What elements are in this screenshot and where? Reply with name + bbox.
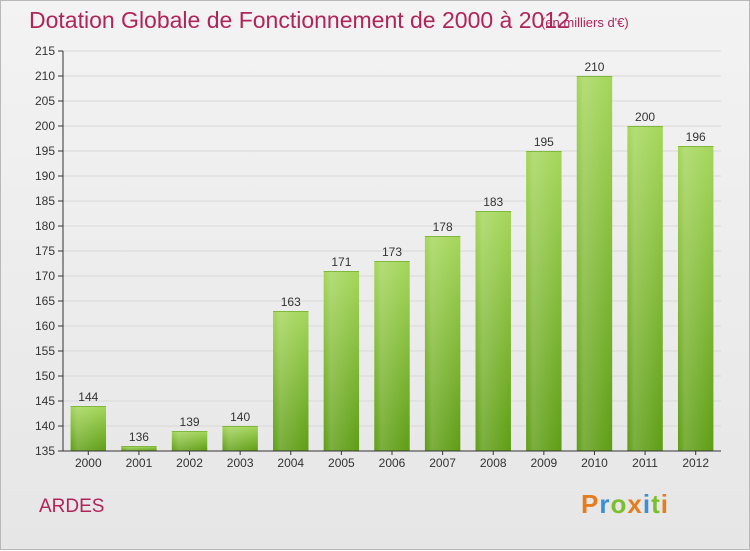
bars: 144 136 139 140 163 171 173 178 183 195 210 200 196 <box>70 60 714 451</box>
x-tick-label: 2008 <box>480 456 507 470</box>
place-name: ARDES <box>39 496 105 517</box>
x-tick-label: 2011 <box>632 456 658 470</box>
data-label: 173 <box>382 245 402 259</box>
x-tick-label: 2012 <box>682 456 709 470</box>
x-tick-label: 2004 <box>277 456 304 470</box>
data-label: 171 <box>331 255 351 269</box>
y-tick-label: 200 <box>35 119 55 133</box>
y-tick-label: 175 <box>35 244 55 258</box>
bar-shine-2010 <box>576 76 613 451</box>
data-label: 163 <box>281 295 301 309</box>
bar-shine-2002 <box>171 431 208 451</box>
y-tick-label: 185 <box>35 194 55 208</box>
chart-subtitle: (en milliers d'€) <box>541 15 629 30</box>
y-tick-label: 165 <box>35 294 55 308</box>
data-label: 139 <box>180 415 200 429</box>
data-label: 136 <box>129 430 149 444</box>
x-tick-label: 2006 <box>379 456 406 470</box>
data-label: 196 <box>686 130 706 144</box>
data-label: 210 <box>584 60 604 74</box>
y-tick-label: 195 <box>35 144 55 158</box>
bar-shine-2004 <box>273 311 309 451</box>
bar-shine-2007 <box>424 236 461 451</box>
bar-shine-2006 <box>374 261 410 451</box>
y-tick-label: 190 <box>35 169 55 183</box>
y-tick-label: 180 <box>35 219 55 233</box>
y-tick-label: 215 <box>35 44 55 58</box>
bar-shine-2003 <box>222 426 258 451</box>
data-label: 195 <box>534 135 554 149</box>
x-tick-label: 2007 <box>429 456 456 470</box>
y-tick-label: 155 <box>35 344 55 358</box>
x-tick-label: 2009 <box>530 456 557 470</box>
y-tick-label: 205 <box>35 94 55 108</box>
data-label: 178 <box>433 220 453 234</box>
chart-title: Dotation Globale de Fonctionnement de 20… <box>29 7 570 33</box>
data-label: 200 <box>635 110 655 124</box>
y-tick-label: 170 <box>35 269 55 283</box>
bar-shine-2009 <box>526 151 562 451</box>
bar-shine-2008 <box>475 211 511 451</box>
axes: 135 140 145 150 155 160 165 170 175 180 185 190 195 2… <box>35 44 721 470</box>
x-tick-label: 2000 <box>75 456 102 470</box>
bar-shine-2001 <box>121 446 157 451</box>
y-tick-label: 150 <box>35 369 55 383</box>
y-tick-label: 210 <box>35 69 55 83</box>
bar-shine-2012 <box>677 146 714 451</box>
data-label: 144 <box>78 390 98 404</box>
y-tick-label: 140 <box>35 419 55 433</box>
x-tick-label: 2005 <box>328 456 355 470</box>
data-label: 140 <box>230 410 250 424</box>
bar-shine-2005 <box>323 271 360 451</box>
x-tick-label: 2010 <box>581 456 608 470</box>
bar-shine-2000 <box>70 406 107 451</box>
x-tick-label: 2001 <box>126 456 153 470</box>
x-tick-label: 2002 <box>176 456 203 470</box>
y-tick-label: 135 <box>35 444 55 458</box>
x-tick-label: 2003 <box>227 456 254 470</box>
bar-shine-2011 <box>627 126 663 451</box>
y-tick-label: 160 <box>35 319 55 333</box>
y-tick-label: 145 <box>35 394 55 408</box>
proxiti-logo[interactable]: Proxiti <box>581 489 669 519</box>
data-label: 183 <box>483 195 503 209</box>
